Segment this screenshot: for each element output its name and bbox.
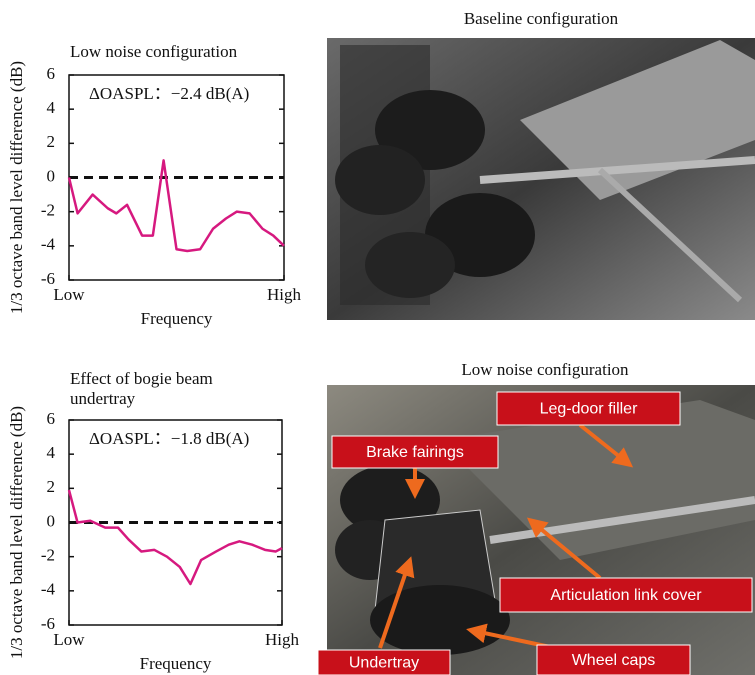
x-tick-label: Low <box>53 285 85 304</box>
chart-title: Low noise configuration <box>70 42 260 62</box>
line <box>69 160 284 251</box>
callout-label: Undertray <box>349 655 419 672</box>
x-axis-label: Frequency <box>141 309 213 328</box>
y-tick-label: 4 <box>47 98 56 117</box>
y-tick-label: 4 <box>47 443 56 462</box>
photo-title: Low noise configuration <box>461 360 629 379</box>
callout-label: Wheel caps <box>572 652 656 669</box>
y-tick-label: -2 <box>41 546 55 565</box>
photo-title: Baseline configuration <box>464 9 619 28</box>
photo <box>327 38 755 320</box>
y-tick-label: 6 <box>47 64 56 83</box>
y-axis-label: 1/3 octave band level difference (dB) <box>7 406 26 659</box>
y-tick-label: -4 <box>41 580 56 599</box>
y-tick-label: 2 <box>47 132 56 151</box>
chart-title: Effect of bogie beam undertray <box>70 369 270 409</box>
x-axis-label: Frequency <box>140 654 212 673</box>
x-tick-label: High <box>265 630 300 649</box>
y-tick-label: 2 <box>47 477 56 496</box>
y-tick-label: 6 <box>47 409 56 428</box>
y-tick-label: -4 <box>41 235 56 254</box>
callout-label: Brake fairings <box>366 444 464 461</box>
x-tick-label: Low <box>53 630 85 649</box>
y-tick-label: 0 <box>47 166 56 185</box>
annotation: ΔOASPL：−2.4 dB(A) <box>89 84 249 103</box>
line <box>69 490 282 584</box>
y-tick-label: -2 <box>41 201 55 220</box>
y-axis-label: 1/3 octave band level difference (dB) <box>7 61 26 314</box>
y-tick-label: 0 <box>47 511 56 530</box>
page: {"chart_data": [ {"type": "line", "title… <box>0 0 755 675</box>
annotation: ΔOASPL：−1.8 dB(A) <box>89 429 249 448</box>
figure: Baseline configuration Low noise configu… <box>0 0 755 675</box>
x-tick-label: High <box>267 285 302 304</box>
callout-label: Articulation link cover <box>550 587 702 604</box>
callout-label: Leg-door filler <box>540 401 639 418</box>
